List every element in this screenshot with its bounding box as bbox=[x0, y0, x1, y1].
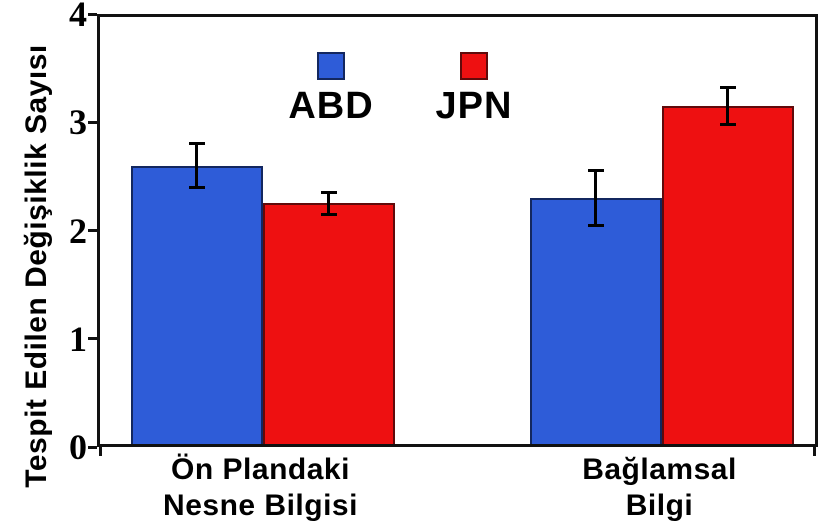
y-axis-tick-mark bbox=[88, 12, 97, 16]
y-axis-tick-label: 0 bbox=[69, 427, 87, 467]
x-axis-tick-mark bbox=[813, 447, 816, 456]
y-axis-tick-label: 1 bbox=[69, 318, 87, 359]
error-bar-cap bbox=[188, 185, 205, 189]
legend-item-jpn: JPN bbox=[409, 52, 539, 125]
error-bar-line bbox=[594, 170, 597, 226]
error-bar-line bbox=[195, 143, 198, 188]
y-axis-tick-label: 3 bbox=[69, 102, 87, 143]
y-axis-tick-mark bbox=[88, 229, 97, 232]
bar-abd-group1 bbox=[130, 165, 263, 447]
legend-label-abd: ABD bbox=[288, 85, 374, 127]
plot-area: 0 1 2 3 4 Ön Plandaki Nesne Bilgisi Bağlamsal … bbox=[69, 0, 818, 522]
x-axis-category-label: Bağlamsal Bilgi bbox=[582, 453, 737, 522]
legend-swatch-abd bbox=[317, 52, 345, 80]
error-bar-cap bbox=[719, 86, 736, 90]
y-axis-tick-label: 2 bbox=[69, 210, 87, 251]
x-axis-tick-mark bbox=[99, 447, 102, 456]
legend-swatch-jpn bbox=[460, 52, 488, 80]
y-axis-tick-label: 4 bbox=[69, 0, 87, 34]
y-axis-tick-mark bbox=[88, 337, 97, 341]
error-bar-cap bbox=[188, 142, 205, 146]
legend-label-jpn: JPN bbox=[435, 85, 513, 127]
error-bar-line bbox=[726, 87, 729, 125]
error-bar-cap bbox=[320, 212, 337, 216]
error-bar-cap bbox=[320, 191, 337, 195]
y-axis-tick-mark bbox=[88, 120, 97, 124]
bar-jpn-group1 bbox=[262, 203, 395, 447]
error-bar-line bbox=[327, 192, 330, 215]
error-bar-cap bbox=[587, 223, 604, 227]
bar-abd-group2 bbox=[529, 198, 662, 447]
bar-jpn-group2 bbox=[661, 106, 794, 447]
x-axis-category-label: Ön Plandaki Nesne Bilgisi bbox=[163, 453, 358, 522]
legend-item-abd: ABD bbox=[266, 52, 396, 125]
error-bar-cap bbox=[587, 169, 604, 173]
y-axis-tick-mark bbox=[88, 445, 97, 449]
error-bar-cap bbox=[719, 122, 736, 126]
